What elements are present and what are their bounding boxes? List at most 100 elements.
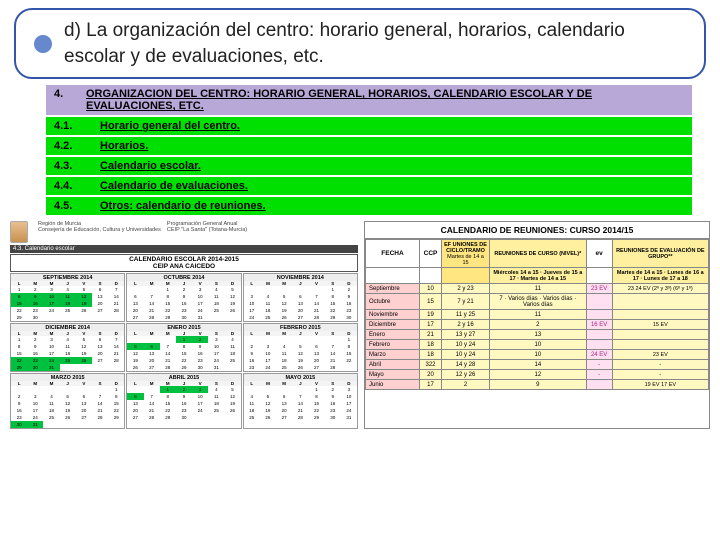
cell-ciclo: 2 <box>442 380 490 390</box>
cell-ccp: 10 <box>420 284 442 294</box>
cell-fecha: Mayo <box>366 370 420 380</box>
section-row: 4.1.Horario general del centro. <box>46 117 692 135</box>
section-row: 4.5.Otros: calendario de reuniones. <box>46 197 692 215</box>
cell-ccp: 17 <box>420 380 442 390</box>
bullet-icon <box>34 35 52 53</box>
cell-nivel: 14 <box>490 360 587 370</box>
cal-sub4: CEIP "La Santa" (Totana-Murcia) <box>167 227 247 233</box>
slide-title: d) La organización del centro: horario g… <box>64 18 690 69</box>
calendar-title: CALENDARIO ESCOLAR 2014-2015 CEIP ANA CA… <box>10 254 358 272</box>
cell-ciclo: 12 y 26 <box>442 370 490 380</box>
month-name: DICIEMBRE 2014 <box>11 324 124 331</box>
meetings-table: FECHA CCP EF UNIONES DE CICLO/TRAMOMarte… <box>365 239 709 390</box>
table-row: Noviembre 19 11 y 25 11 <box>366 310 709 320</box>
table-row: Enero 21 13 y 27 13 <box>366 330 709 340</box>
table-row: Marzo 18 10 y 24 10 24 EV 23 EV <box>366 350 709 360</box>
section-list: 4. ORGANIZACION DEL CENTRO: HORARIO GENE… <box>46 85 692 215</box>
month-name: MAYO 2015 <box>244 374 357 381</box>
month-block: FEBRERO 2015LMMJVSD123456789101112131415… <box>243 323 358 372</box>
table-row: Febrero 18 10 y 24 10 <box>366 340 709 350</box>
th-nivel-sub: Miércoles 14 a 15 · Jueves de 15 a 17 · … <box>490 268 587 284</box>
section-row: 4.2.Horarios. <box>46 137 692 155</box>
cell-ev <box>586 380 612 390</box>
cell-nivel: 7 · Varios días · Varios días · Varios d… <box>490 294 587 310</box>
cell-ciclo: 14 y 28 <box>442 360 490 370</box>
cell-fecha: Junio <box>366 380 420 390</box>
section-number: 4.3. <box>54 160 100 172</box>
cell-fecha: Septiembre <box>366 284 420 294</box>
section-row: 4.3.Calendario escolar. <box>46 157 692 175</box>
cell-ciclo: 10 y 24 <box>442 350 490 360</box>
cell-grupo: 19 EV 17 EV <box>612 380 708 390</box>
cell-fecha: Marzo <box>366 350 420 360</box>
cell-nivel: 10 <box>490 340 587 350</box>
section-label: Calendario de evaluaciones. <box>100 180 248 192</box>
month-name: ABRIL 2015 <box>127 374 240 381</box>
cell-ev: - <box>586 370 612 380</box>
cell-grupo <box>612 330 708 340</box>
section-label: Horario general del centro. <box>100 120 240 132</box>
table-row: Mayo 20 12 y 26 12 - - <box>366 370 709 380</box>
section-number: 4.4. <box>54 180 100 192</box>
section-label: ORGANIZACION DEL CENTRO: HORARIO GENERAL… <box>86 88 684 112</box>
school-calendar-panel: Región de Murcia Consejería de Educación… <box>10 221 358 429</box>
cell-ccp: 15 <box>420 294 442 310</box>
cell-ev <box>586 340 612 350</box>
cell-grupo: - <box>612 370 708 380</box>
cell-ccp: 18 <box>420 340 442 350</box>
cell-fecha: Noviembre <box>366 310 420 320</box>
cell-fecha: Febrero <box>366 340 420 350</box>
cell-ciclo: 2 y 16 <box>442 320 490 330</box>
month-name: NOVIEMBRE 2014 <box>244 274 357 281</box>
month-name: FEBRERO 2015 <box>244 324 357 331</box>
cell-ev: 16 EV <box>586 320 612 330</box>
section-number: 4.5. <box>54 200 100 212</box>
cell-ev <box>586 310 612 320</box>
cal-sub2: Consejería de Educación, Cultura y Unive… <box>38 227 161 233</box>
cell-ccp: 20 <box>420 370 442 380</box>
table-row: Abril 322 14 y 28 14 - - <box>366 360 709 370</box>
cell-nivel: 11 <box>490 310 587 320</box>
month-block: ENERO 2015LMMJVSD12345678910111213141516… <box>126 323 241 372</box>
cell-ciclo: 10 y 24 <box>442 340 490 350</box>
cell-ev: - <box>586 360 612 370</box>
month-name: SEPTIEMBRE 2014 <box>11 274 124 281</box>
month-block: DICIEMBRE 2014LMMJVSD1234567891011121314… <box>10 323 125 372</box>
month-block: MAYO 2015LMMJVSD123456789101112131415161… <box>243 373 358 429</box>
cell-nivel: 2 <box>490 320 587 330</box>
calendar-header: Región de Murcia Consejería de Educación… <box>10 221 358 243</box>
month-name: ENERO 2015 <box>127 324 240 331</box>
th-ev: ev <box>586 240 612 268</box>
cell-fecha: Enero <box>366 330 420 340</box>
cell-ccp: 21 <box>420 330 442 340</box>
cell-ev: 23 EV <box>586 284 612 294</box>
month-block: MARZO 2015LMMJVSD12345678910111213141516… <box>10 373 125 429</box>
th-nivel: REUNIONES DE CURSO (NIVEL)* <box>490 240 587 268</box>
cell-ev <box>586 330 612 340</box>
cell-ev: 24 EV <box>586 350 612 360</box>
section-number: 4. <box>54 88 86 112</box>
cell-fecha: Diciembre <box>366 320 420 330</box>
cell-ciclo: 2 y 23 <box>442 284 490 294</box>
month-block: SEPTIEMBRE 2014LMMJVSD123456789101112131… <box>10 273 125 322</box>
th-ccp: CCP <box>420 240 442 268</box>
section-number: 4.1. <box>54 120 100 132</box>
cell-grupo: 23 24 EV (2º y 3º) (6º y 1º) <box>612 284 708 294</box>
cell-ciclo: 13 y 27 <box>442 330 490 340</box>
cell-ciclo: 7 y 21 <box>442 294 490 310</box>
cell-grupo: 15 EV <box>612 320 708 330</box>
cell-nivel: 9 <box>490 380 587 390</box>
meetings-calendar-panel: CALENDARIO DE REUNIONES: CURSO 2014/15 F… <box>364 221 710 429</box>
cell-ciclo: 11 y 25 <box>442 310 490 320</box>
table-row: Junio 17 2 9 19 EV 17 EV <box>366 380 709 390</box>
section-number: 4.2. <box>54 140 100 152</box>
month-name: MARZO 2015 <box>11 374 124 381</box>
section-label: Otros: calendario de reuniones. <box>100 200 266 212</box>
th-fecha: FECHA <box>366 240 420 268</box>
cell-ccp: 17 <box>420 320 442 330</box>
table-row: Octubre 15 7 y 21 7 · Varios días · Vari… <box>366 294 709 310</box>
cell-ev <box>586 294 612 310</box>
region-badge-icon <box>10 221 28 243</box>
cell-nivel: 13 <box>490 330 587 340</box>
month-block: ABRIL 2015LMMJVSD12345678910111213141516… <box>126 373 241 429</box>
